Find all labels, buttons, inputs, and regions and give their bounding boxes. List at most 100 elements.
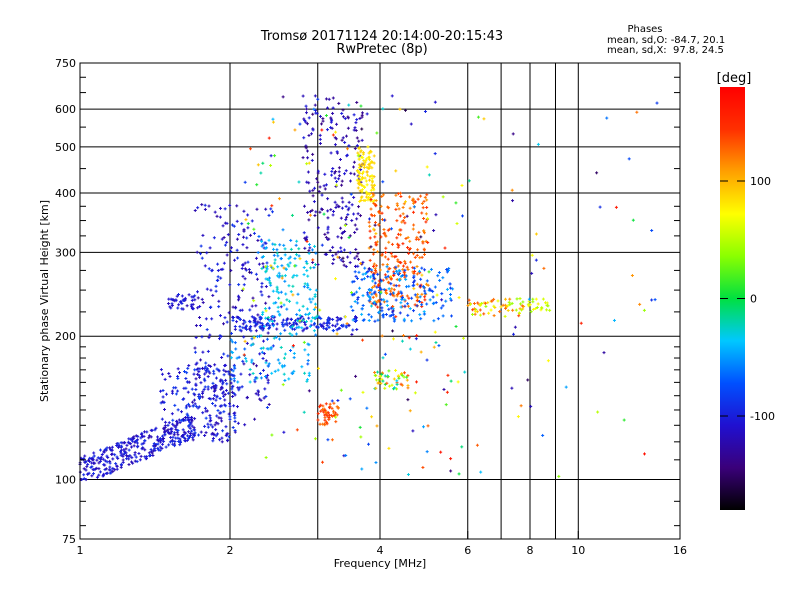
- scatter-point: [374, 294, 378, 298]
- scatter-point: [276, 305, 280, 309]
- scatter-point: [362, 277, 366, 281]
- scatter-point: [185, 380, 189, 384]
- scatter-point: [417, 269, 421, 273]
- scatter-point: [209, 423, 213, 427]
- scatter-point: [445, 270, 449, 274]
- scatter-point: [266, 364, 270, 368]
- scatter-point: [411, 198, 415, 202]
- scatter-point: [229, 377, 233, 381]
- scatter-point: [360, 307, 364, 311]
- scatter-point: [247, 327, 251, 331]
- scatter-point: [374, 232, 378, 236]
- scatter-point: [316, 366, 320, 370]
- scatter-point: [266, 381, 270, 385]
- scatter-point: [341, 115, 345, 119]
- scatter-point: [295, 239, 299, 243]
- scatter-point: [517, 314, 521, 318]
- scatter-point: [442, 387, 446, 391]
- scatter-point: [653, 298, 657, 302]
- scatter-point: [305, 162, 309, 166]
- scatter-point: [245, 395, 249, 399]
- scatter-point: [530, 253, 534, 257]
- scatter-point: [215, 414, 219, 418]
- scatter-point: [336, 255, 340, 259]
- scatter-point: [243, 347, 247, 351]
- scatter-point: [460, 445, 464, 449]
- scatter-point: [340, 196, 344, 200]
- scatter-point: [411, 284, 415, 288]
- scatter-point: [235, 204, 239, 208]
- scatter-point: [273, 154, 277, 158]
- scatter-point: [403, 259, 407, 263]
- scatter-point: [313, 321, 317, 325]
- scatter-point: [139, 432, 143, 436]
- scatter-point: [486, 301, 490, 305]
- scatter-point: [364, 272, 368, 276]
- scatter-point: [534, 307, 538, 311]
- scatter-point: [204, 361, 208, 365]
- scatter-point: [249, 343, 253, 347]
- scatter-point: [188, 404, 192, 408]
- scatter-point: [222, 261, 226, 265]
- scatter-point: [167, 372, 171, 376]
- scatter-point: [479, 470, 483, 474]
- scatter-point: [130, 439, 134, 443]
- scatter-point: [389, 306, 393, 310]
- scatter-point: [437, 271, 441, 275]
- scatter-point: [201, 411, 205, 415]
- scatter-point: [388, 227, 392, 231]
- scatter-point: [359, 104, 363, 108]
- scatter-point: [412, 252, 416, 256]
- scatter-point: [211, 402, 215, 406]
- scatter-point: [355, 290, 359, 294]
- scatter-point: [374, 292, 378, 296]
- scatter-point: [417, 237, 421, 241]
- scatter-point: [367, 442, 371, 446]
- scatter-point: [233, 341, 237, 345]
- scatter-point: [355, 100, 359, 104]
- scatter-point: [379, 381, 383, 385]
- scatter-point: [516, 415, 520, 419]
- scatter-point: [344, 204, 348, 208]
- scatter-point: [213, 393, 217, 397]
- scatter-point: [273, 369, 277, 373]
- scatter-point: [213, 363, 217, 367]
- scatter-point: [322, 422, 326, 426]
- scatter-point: [333, 200, 337, 204]
- scatter-point: [147, 436, 151, 440]
- scatter-point: [92, 472, 96, 476]
- scatter-point: [401, 268, 405, 272]
- scatter-point: [381, 193, 385, 197]
- scatter-point: [253, 319, 257, 323]
- scatter-point: [264, 265, 268, 269]
- scatter-point: [288, 321, 292, 325]
- scatter-point: [163, 377, 167, 381]
- scatter-point: [439, 306, 443, 310]
- scatter-point: [203, 372, 207, 376]
- scatter-point: [185, 371, 189, 375]
- scatter-point: [333, 413, 337, 417]
- scatter-point: [121, 454, 125, 458]
- scatter-point: [279, 301, 283, 305]
- scatter-point: [353, 256, 357, 260]
- scatter-point: [347, 236, 351, 240]
- scatter-point: [377, 310, 381, 314]
- scatter-point: [303, 348, 307, 352]
- scatter-point: [279, 345, 283, 349]
- scatter-point: [216, 275, 220, 279]
- scatter-point: [441, 304, 445, 308]
- scatter-point: [387, 384, 391, 388]
- scatter-point: [161, 442, 165, 446]
- scatter-point: [275, 285, 279, 289]
- scatter-point: [359, 261, 363, 265]
- scatter-point: [221, 380, 225, 384]
- scatter-point: [304, 260, 308, 264]
- scatter-point: [408, 206, 412, 210]
- scatter-point: [287, 377, 291, 381]
- scatter-point: [234, 305, 238, 309]
- scatter-point: [414, 337, 418, 341]
- scatter-point: [339, 388, 343, 392]
- scatter-point: [326, 231, 330, 235]
- scatter-point: [489, 308, 493, 312]
- scatter-point: [331, 409, 335, 413]
